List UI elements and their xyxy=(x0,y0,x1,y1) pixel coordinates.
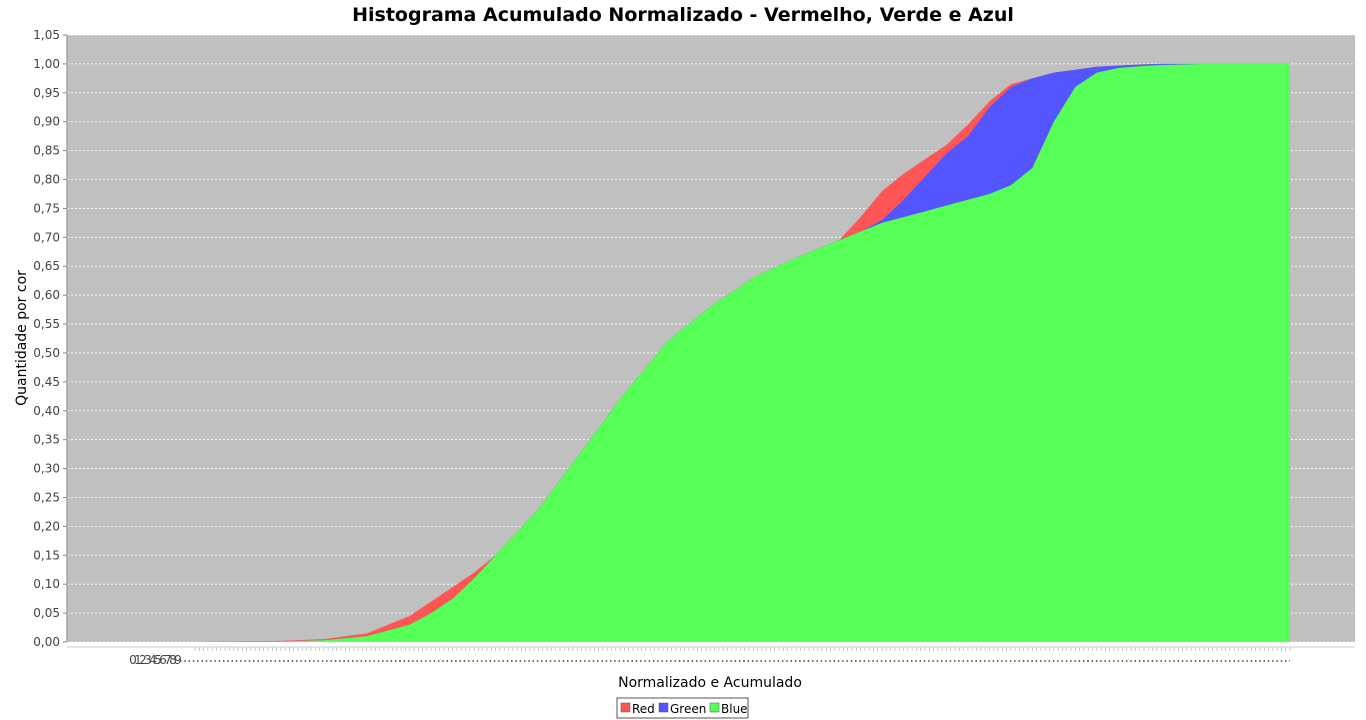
legend-label-red: Red xyxy=(632,702,655,716)
y-tick-label: 0,20 xyxy=(33,519,60,533)
y-tick-label: 0,15 xyxy=(33,548,60,562)
y-tick-label: 0,85 xyxy=(33,144,60,158)
y-tick-label: 0,55 xyxy=(33,317,60,331)
x-tick-label: 0 xyxy=(129,653,137,667)
legend-swatch-blue xyxy=(709,702,720,713)
y-tick-label: 0,90 xyxy=(33,115,60,129)
x-tick-label: 9 xyxy=(174,653,182,667)
y-tick-label: 0,70 xyxy=(33,230,60,244)
x-tick-label: 6 xyxy=(159,653,167,667)
x-tick-label: 3 xyxy=(144,653,152,667)
y-tick-label: 1,00 xyxy=(33,57,60,71)
x-tick-label: 8 xyxy=(169,653,177,667)
y-tick-label: 0,25 xyxy=(33,490,60,504)
y-tick-label: 0,40 xyxy=(33,404,60,418)
y-tick-label: 0,65 xyxy=(33,259,60,273)
y-tick-label: 0,05 xyxy=(33,606,60,620)
y-tick-label: 0,35 xyxy=(33,433,60,447)
y-tick-label: 0,80 xyxy=(33,173,60,187)
y-tick-label: 0,50 xyxy=(33,346,60,360)
x-axis-label: Normalizado e Acumulado xyxy=(618,675,802,691)
chart-title: Histograma Acumulado Normalizado - Verme… xyxy=(352,4,1014,26)
x-tick-label: 1 xyxy=(134,653,142,667)
x-tick-label: 2 xyxy=(139,653,147,667)
legend-swatch-red xyxy=(620,702,631,713)
legend-label-blue: Blue xyxy=(721,702,748,716)
legend-swatch-green xyxy=(658,702,669,713)
y-tick-label: 0,95 xyxy=(33,86,60,100)
y-tick-label: 0,45 xyxy=(33,375,60,389)
legend: Red Green Blue xyxy=(616,697,749,719)
x-tick-label: 7 xyxy=(164,653,172,667)
y-axis-label: Quantidade por cor xyxy=(14,270,30,406)
y-tick-label: 1,05 xyxy=(33,28,60,42)
y-tick-label: 0,00 xyxy=(33,635,60,649)
x-tick-label: 4 xyxy=(149,653,157,667)
y-tick-label: 0,60 xyxy=(33,288,60,302)
y-tick-label: 0,75 xyxy=(33,201,60,215)
x-tick-label: 5 xyxy=(154,653,162,667)
series-areas xyxy=(195,63,1290,642)
y-axis-ticks: 0,00 0,05 0,10 0,15 0,20 0,25 0,30 0,35 0,40 0,45… xyxy=(33,28,67,649)
series-area-blue xyxy=(195,63,1290,642)
legend-label-green: Green xyxy=(670,702,706,716)
y-tick-label: 0,30 xyxy=(33,462,60,476)
y-tick-label: 0,10 xyxy=(33,577,60,591)
